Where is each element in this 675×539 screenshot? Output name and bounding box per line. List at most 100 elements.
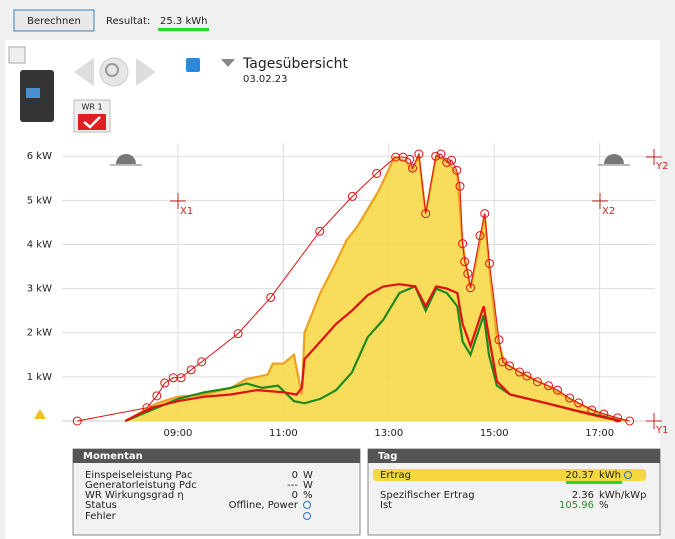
x-tick-label: 15:00	[480, 428, 509, 439]
marker	[484, 258, 494, 268]
marker	[452, 165, 462, 175]
line	[124, 284, 621, 423]
marker	[505, 361, 515, 371]
y-tick-label: 4 kW	[27, 239, 52, 250]
header-title: Tagesübersicht	[242, 56, 348, 72]
row-unit: W	[303, 480, 313, 491]
marker	[565, 393, 575, 403]
row-unit: %	[303, 490, 313, 501]
zoom[interactable]	[99, 57, 129, 87]
marker	[460, 257, 470, 267]
marker	[552, 385, 562, 395]
sun-icon	[116, 154, 136, 164]
icon[interactable]	[8, 46, 26, 64]
chart: 1 kW 2 kW 3 kW 4 kW 5 kW 6 kW 09:00 11:00 13:00 1…	[27, 143, 668, 439]
row-value: 105.96	[559, 500, 594, 511]
prev-arrow[interactable]	[74, 58, 94, 86]
highlight	[373, 469, 646, 481]
area	[125, 156, 627, 421]
marker	[480, 209, 490, 219]
row-label: Fehler	[85, 511, 117, 522]
marker	[142, 403, 152, 413]
marker	[398, 152, 408, 162]
marker	[421, 209, 431, 219]
marker	[152, 391, 162, 401]
warning-icon	[34, 409, 46, 419]
panel	[367, 448, 661, 536]
row-value: 2.36	[572, 490, 594, 501]
dropdown-arrow[interactable]	[221, 59, 235, 67]
row-value: 0	[292, 470, 298, 481]
cursor-label: X2	[602, 206, 615, 217]
cursor-cross	[170, 193, 186, 209]
row-value: ---	[287, 480, 298, 491]
row-unit: kWh	[599, 470, 621, 481]
underline	[566, 481, 622, 484]
x-tick-label: 17:00	[585, 428, 614, 439]
device-display	[26, 88, 40, 98]
marker	[599, 409, 609, 419]
button-label[interactable]: Berechnen	[27, 16, 81, 27]
line	[124, 283, 621, 423]
header-date: 03.02.23	[243, 74, 288, 85]
row-label: Status	[85, 500, 117, 511]
marker	[160, 378, 170, 388]
marker	[372, 168, 382, 178]
marker	[408, 163, 418, 173]
line	[77, 152, 630, 422]
row-value: Offline, Power	[229, 500, 299, 511]
panel	[72, 448, 361, 536]
panel-header	[368, 449, 660, 463]
device-label[interactable]: WR 1	[81, 103, 102, 112]
panels: Momentan Einspeiseleistung Pac 0 W Generator…	[72, 448, 661, 536]
marker	[414, 149, 424, 159]
panel-title: Momentan	[83, 451, 143, 462]
next-arrow[interactable]	[136, 58, 156, 86]
marker	[391, 152, 401, 162]
sun-icon	[604, 154, 624, 164]
calendar-icon[interactable]	[186, 58, 200, 72]
marker	[463, 269, 473, 279]
row-value: 0	[292, 490, 298, 501]
marker	[455, 181, 465, 191]
x-tick-label: 13:00	[374, 428, 403, 439]
row-value: 20.37	[565, 470, 594, 481]
cursor-cross	[592, 193, 608, 209]
marker	[574, 398, 584, 408]
marker	[625, 416, 635, 426]
button[interactable]	[13, 9, 95, 32]
y-tick-label: 1 kW	[27, 372, 52, 383]
cursor-cross	[646, 413, 662, 429]
marker	[347, 191, 357, 201]
info-icon	[624, 471, 632, 479]
row-unit: W	[303, 470, 313, 481]
device-check[interactable]	[78, 114, 106, 130]
marker	[436, 149, 446, 159]
marker	[72, 416, 82, 426]
marker	[442, 157, 452, 167]
y-tick-label: 2 kW	[27, 328, 52, 339]
zoom-glass	[105, 63, 119, 77]
result-value: 25.3 kWh	[160, 16, 207, 27]
marker	[475, 231, 485, 241]
cursor-cross	[646, 149, 662, 165]
cursor-label: Y2	[655, 161, 668, 172]
check	[83, 116, 101, 129]
row-label: Ist	[380, 500, 392, 511]
panel-header	[73, 449, 360, 463]
info-icon	[303, 501, 311, 509]
row-label: Generatorleistung Pdc	[85, 480, 197, 491]
marker	[515, 367, 525, 377]
marker	[197, 357, 207, 367]
panel-title: Tag	[378, 451, 397, 462]
y-tick-label: 5 kW	[27, 195, 52, 206]
marker	[532, 377, 542, 387]
marker	[233, 329, 243, 339]
marker	[498, 357, 508, 367]
marker	[458, 239, 468, 249]
cursor-label: X1	[180, 206, 193, 217]
row-label: Einspeiseleistung Pac	[85, 470, 193, 481]
row-label: Spezifischer Ertrag	[380, 490, 475, 501]
marker	[176, 373, 186, 383]
